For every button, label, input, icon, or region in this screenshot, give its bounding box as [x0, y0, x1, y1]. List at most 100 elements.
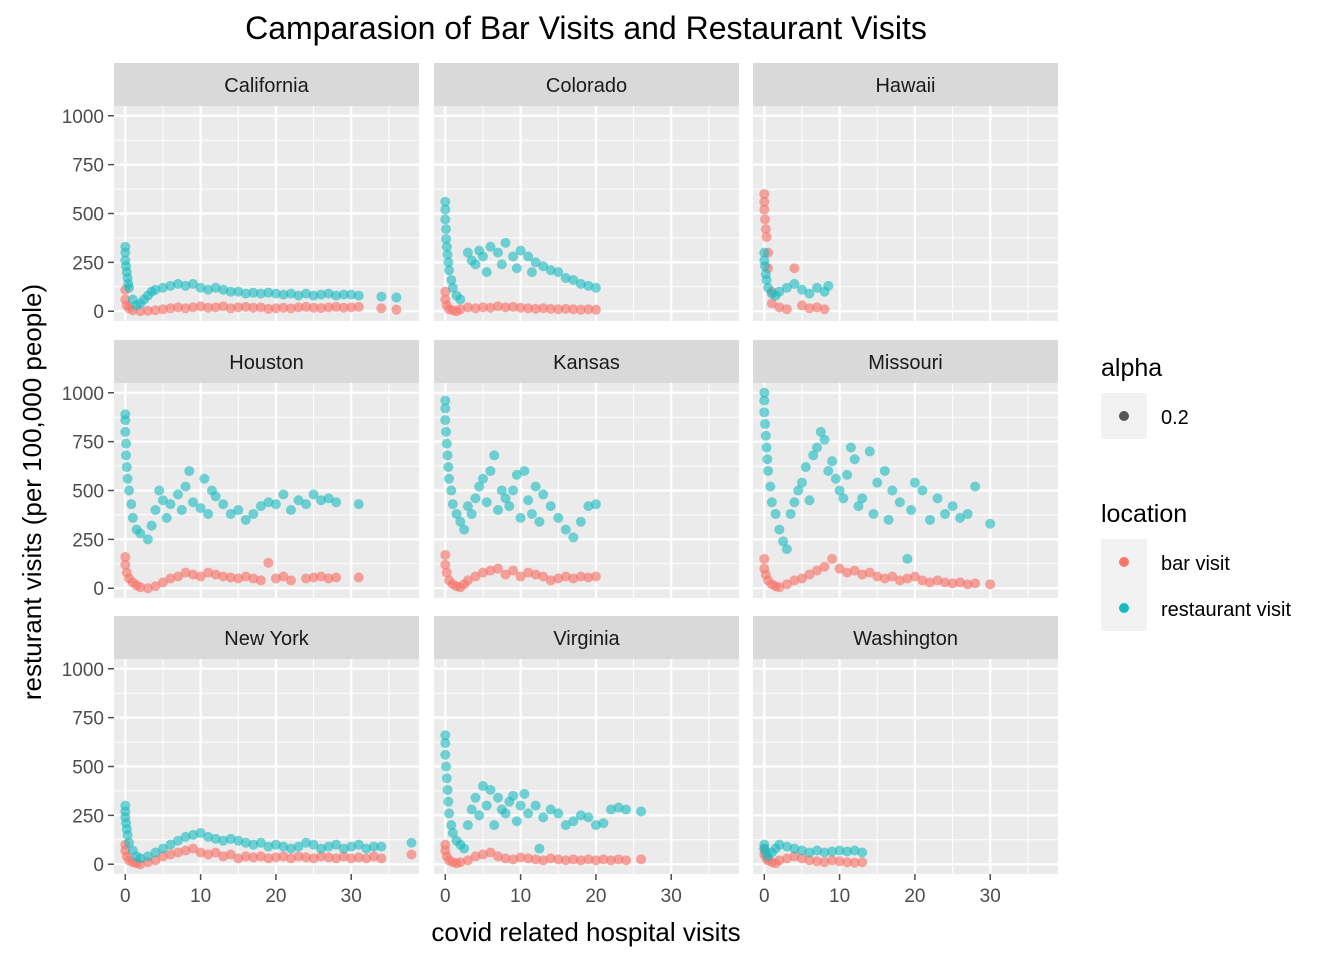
- restaurant-visit-point: [763, 465, 774, 476]
- restaurant-visit-point: [263, 841, 274, 852]
- bar-visit-point: [789, 263, 800, 274]
- restaurant-visit-point: [126, 499, 137, 510]
- panel-strip-label: California: [224, 75, 309, 97]
- restaurant-visit-point: [481, 267, 492, 278]
- bar-visit-point: [180, 845, 191, 856]
- restaurant-visit-point: [233, 505, 244, 516]
- bar-visit-point: [225, 849, 236, 860]
- restaurant-visit-point: [285, 288, 296, 299]
- bar-visit-point: [917, 575, 928, 586]
- bar-visit-point: [530, 303, 541, 314]
- restaurant-visit-point: [263, 497, 274, 508]
- restaurant-visit-point: [760, 419, 771, 430]
- bar-visit-point: [523, 853, 534, 864]
- bar-visit-point: [263, 853, 274, 864]
- restaurant-visit-point: [553, 808, 564, 819]
- bar-visit-point: [796, 853, 807, 864]
- bar-visit-point: [316, 851, 327, 862]
- restaurant-visit-point: [188, 278, 199, 289]
- restaurant-visit-point: [180, 481, 191, 492]
- restaurant-visit-point: [804, 288, 815, 299]
- restaurant-visit-point: [470, 792, 481, 803]
- restaurant-visit-point: [353, 290, 364, 301]
- restaurant-visit-point: [932, 493, 943, 504]
- restaurant-visit-point: [845, 442, 856, 453]
- bar-visit-point: [842, 567, 853, 578]
- restaurant-visit-point: [598, 818, 609, 829]
- restaurant-visit-point: [459, 843, 470, 854]
- restaurant-visit-point: [785, 508, 796, 519]
- restaurant-visit-point: [770, 508, 781, 519]
- restaurant-visit-point: [278, 489, 289, 500]
- bar-visit-point: [368, 851, 379, 862]
- bar-visit-point: [195, 571, 206, 582]
- restaurant-visit-point: [210, 282, 221, 293]
- legend-restaurant-visit-label: restaurant visit: [1161, 599, 1291, 621]
- bar-visit-point: [515, 302, 526, 313]
- restaurant-visit-point: [353, 499, 364, 510]
- bar-visit-point: [545, 853, 556, 864]
- bar-visit-point: [285, 853, 296, 864]
- restaurant-visit-point: [474, 810, 485, 821]
- restaurant-visit-point: [796, 845, 807, 856]
- panel-strip-label: Kansas: [553, 352, 620, 374]
- restaurant-visit-point: [127, 512, 138, 523]
- bar-visit-point: [331, 853, 342, 864]
- bar-visit-point: [575, 304, 586, 315]
- restaurant-visit-point: [441, 438, 452, 449]
- restaurant-visit-point: [759, 407, 770, 418]
- restaurant-visit-point: [323, 288, 334, 299]
- bar-visit-point: [583, 304, 594, 315]
- restaurant-visit-point: [583, 812, 594, 823]
- bar-visit-point: [225, 572, 236, 583]
- bar-visit-point: [455, 857, 466, 868]
- restaurant-visit-point: [962, 508, 973, 519]
- y-tick-label: 0: [93, 302, 104, 323]
- bar-visit-point: [789, 851, 800, 862]
- restaurant-visit-point: [789, 497, 800, 508]
- restaurant-visit-point: [508, 790, 519, 801]
- bar-visit-point: [406, 849, 417, 860]
- panel-hawaii: Hawaii: [753, 63, 1058, 321]
- restaurant-visit-point: [441, 761, 452, 772]
- restaurant-visit-point: [887, 485, 898, 496]
- bar-visit-point: [909, 571, 920, 582]
- restaurant-visit-point: [778, 536, 789, 547]
- panel-virginia: Virginia 0 10 20 30: [434, 616, 739, 907]
- bar-visit-point: [500, 569, 511, 580]
- restaurant-visit-point: [760, 430, 771, 441]
- restaurant-visit-point: [278, 289, 289, 300]
- restaurant-visit-point: [443, 257, 454, 268]
- restaurant-visit-point: [812, 442, 823, 453]
- restaurant-visit-point: [590, 282, 601, 293]
- restaurant-visit-point: [233, 835, 244, 846]
- restaurant-visit-point: [868, 508, 879, 519]
- bar-visit-point: [879, 573, 890, 584]
- restaurant-visit-point: [530, 800, 541, 811]
- restaurant-visit-point: [195, 827, 206, 838]
- restaurant-visit-point: [765, 481, 776, 492]
- restaurant-visit-point: [120, 415, 131, 426]
- bar-visit-point: [760, 224, 771, 235]
- bar-visit-point: [353, 852, 364, 863]
- bar-visit-point: [530, 569, 541, 580]
- y-tick-label: 750: [72, 156, 104, 177]
- y-tick-label: 500: [72, 205, 104, 226]
- bar-visit-point: [932, 575, 943, 586]
- restaurant-visit-point: [165, 280, 176, 291]
- restaurant-visit-point: [440, 214, 451, 225]
- bar-visit-point: [872, 571, 883, 582]
- restaurant-visit-point: [361, 843, 372, 854]
- bar-visit-point: [301, 852, 312, 863]
- restaurant-visit-point: [455, 294, 466, 305]
- bar-visit-point: [120, 551, 131, 562]
- y-tick-label: 1000: [62, 660, 104, 681]
- restaurant-visit-point: [515, 800, 526, 811]
- legend-bar-visit-label: bar visit: [1161, 553, 1230, 575]
- restaurant-visit-point: [225, 286, 236, 297]
- panel-missouri: Missouri: [753, 340, 1058, 598]
- restaurant-visit-point: [442, 784, 453, 795]
- bar-visit-point: [188, 302, 199, 313]
- restaurant-visit-point: [789, 278, 800, 289]
- restaurant-visit-point: [210, 491, 221, 502]
